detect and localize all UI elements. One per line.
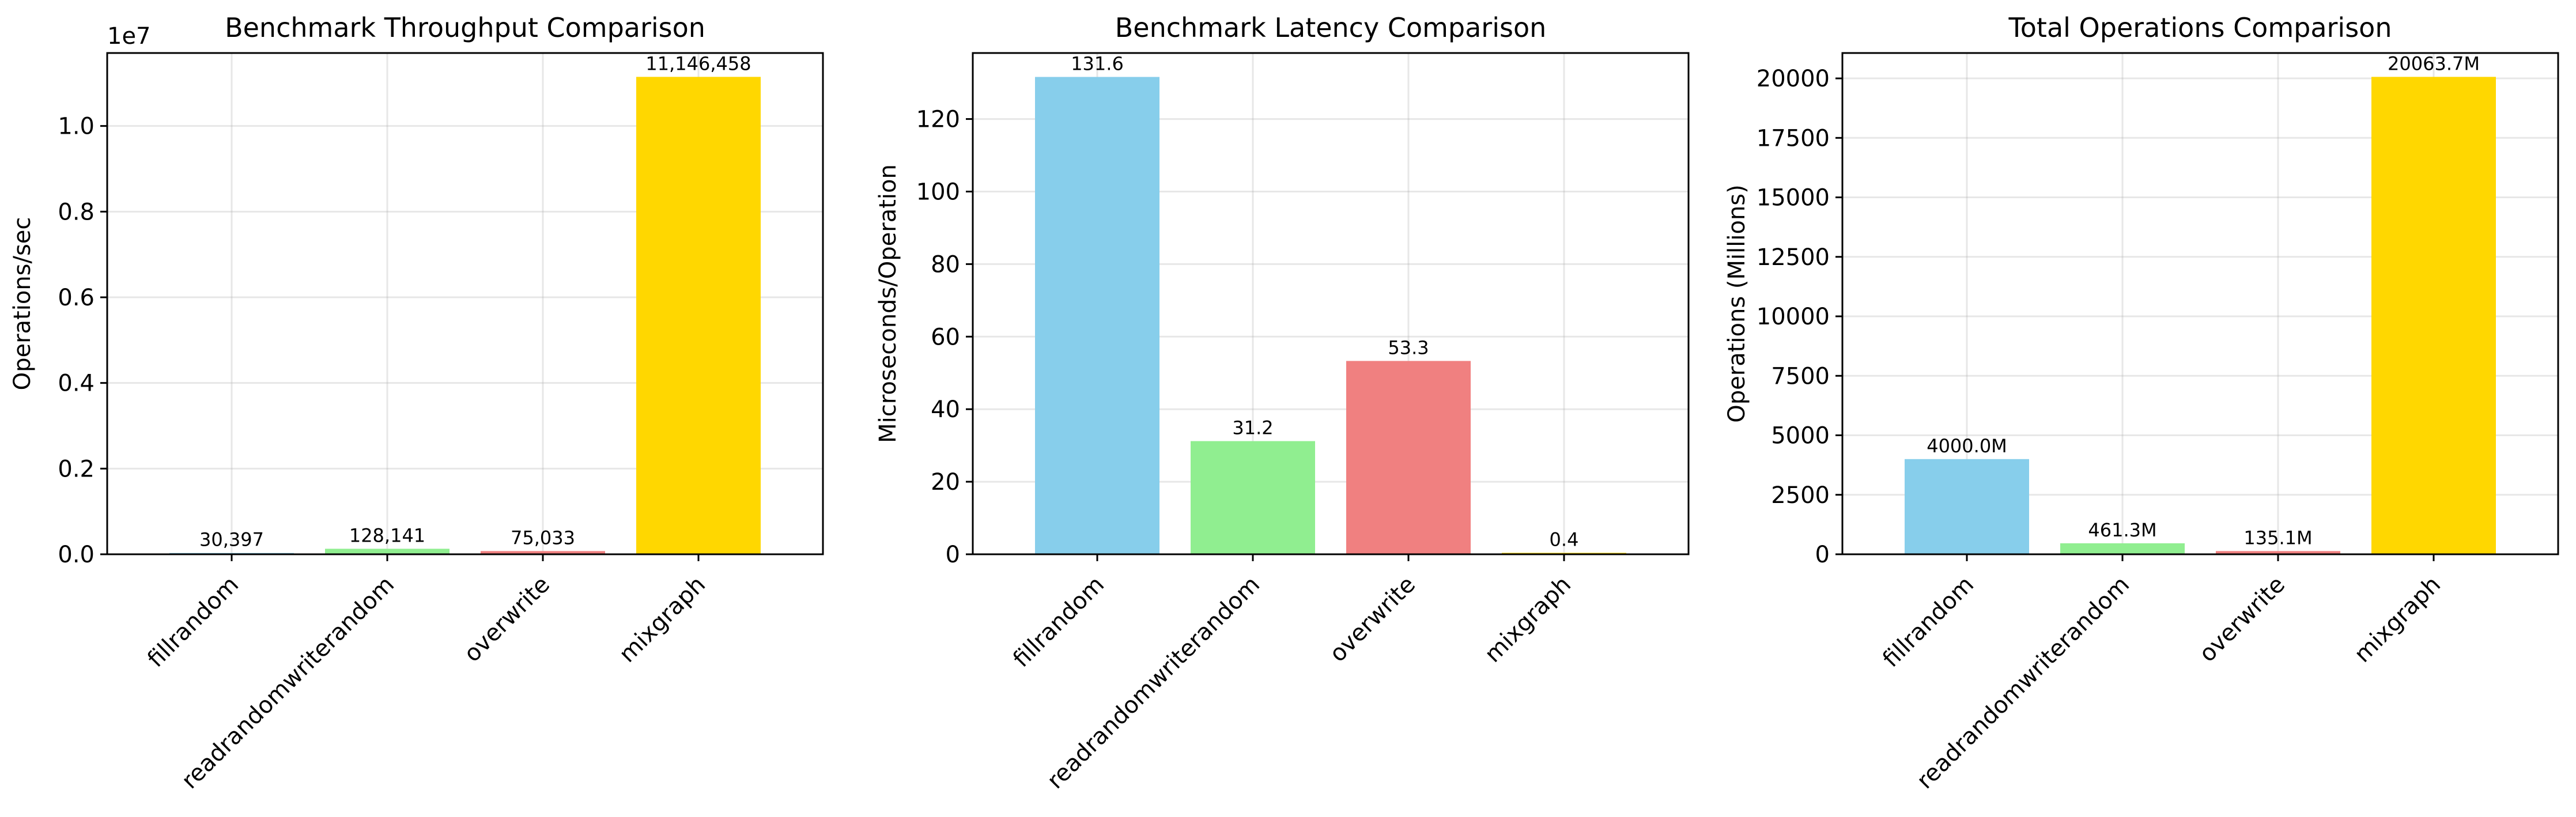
y-tick-label: 0.6 xyxy=(58,285,95,311)
x-tick-label-mixgraph: mixgraph xyxy=(2350,572,2446,668)
bar-readrandomwriterandom xyxy=(2060,543,2185,554)
y-axis-label: Operations (Millions) xyxy=(1724,184,1750,422)
plot-frame xyxy=(106,52,824,555)
data-label-fillrandom: 30,397 xyxy=(199,529,264,551)
y-tick-label: 120 xyxy=(916,107,960,133)
bar-overwrite xyxy=(1346,361,1471,554)
data-label-overwrite: 75,033 xyxy=(511,527,575,549)
y-tick-label: 2500 xyxy=(1771,482,1830,509)
x-tick-label-mixgraph: mixgraph xyxy=(614,572,711,668)
bar-overwrite xyxy=(481,551,605,554)
y-tick-label: 80 xyxy=(931,251,960,278)
data-label-readrandomwriterandom: 31.2 xyxy=(1232,417,1273,439)
y-tick-label: 0.8 xyxy=(58,199,95,225)
data-label-fillrandom: 131.6 xyxy=(1071,53,1124,75)
data-label-overwrite: 53.3 xyxy=(1388,336,1429,358)
x-tick-label-fillrandom: fillrandom xyxy=(142,572,244,673)
bar-readrandomwriterandom xyxy=(325,549,450,554)
x-tick-label-fillrandom: fillrandom xyxy=(1878,572,1979,673)
x-tick-label-fillrandom: fillrandom xyxy=(1008,572,1109,673)
bar-fillrandom xyxy=(1035,77,1159,555)
x-tick-label-overwrite: overwrite xyxy=(2194,572,2290,668)
y-tick-label: 100 xyxy=(916,179,960,205)
chart-title: Benchmark Latency Comparison xyxy=(1115,12,1547,43)
y-tick-label: 40 xyxy=(931,396,960,423)
y-tick-label: 17500 xyxy=(1757,125,1830,152)
y-tick-label: 0 xyxy=(1815,542,1830,568)
y-axis-label: Microseconds/Operation xyxy=(875,164,901,443)
y-axis-label: Operations/sec xyxy=(9,217,36,391)
bar-overwrite xyxy=(2216,551,2340,554)
data-label-mixgraph: 0.4 xyxy=(1550,528,1579,550)
y-tick-label: 60 xyxy=(931,324,960,350)
y-tick-label: 1.0 xyxy=(58,114,95,140)
y-tick-label: 20 xyxy=(931,469,960,496)
bar-fillrandom xyxy=(1905,459,2029,554)
bar-mixgraph xyxy=(636,77,761,554)
data-label-mixgraph: 20063.7M xyxy=(2388,52,2480,74)
chart-title: Total Operations Comparison xyxy=(2008,12,2392,43)
data-label-readrandomwriterandom: 128,141 xyxy=(349,524,425,546)
data-label-fillrandom: 4000.0M xyxy=(1927,435,2007,457)
y-tick-label: 0.2 xyxy=(58,456,95,482)
data-label-overwrite: 135.1M xyxy=(2243,527,2312,549)
data-label-mixgraph: 11,146,458 xyxy=(645,52,751,74)
bar-readrandomwriterandom xyxy=(1191,441,1315,554)
plot-frame xyxy=(972,52,1690,555)
y-tick-label: 0 xyxy=(946,542,960,568)
x-tick-label-mixgraph: mixgraph xyxy=(1480,572,1576,668)
y-tick-label: 5000 xyxy=(1771,423,1830,449)
x-tick-label-overwrite: overwrite xyxy=(1324,572,1421,668)
y-tick-label: 15000 xyxy=(1757,185,1830,211)
y-tick-label: 10000 xyxy=(1757,304,1830,330)
chart-title: Benchmark Throughput Comparison xyxy=(225,12,705,43)
bar-mixgraph xyxy=(2371,77,2496,554)
x-tick-label-overwrite: overwrite xyxy=(459,572,555,668)
y-tick-label: 7500 xyxy=(1771,363,1830,389)
y-tick-label: 0.0 xyxy=(58,542,95,568)
data-label-readrandomwriterandom: 461.3M xyxy=(2088,519,2156,541)
y-axis-scale-note: 1e7 xyxy=(107,23,151,50)
plot-frame xyxy=(1841,52,2559,555)
y-tick-label: 20000 xyxy=(1757,66,1830,92)
y-tick-label: 0.4 xyxy=(58,370,95,397)
y-tick-label: 12500 xyxy=(1757,244,1830,271)
